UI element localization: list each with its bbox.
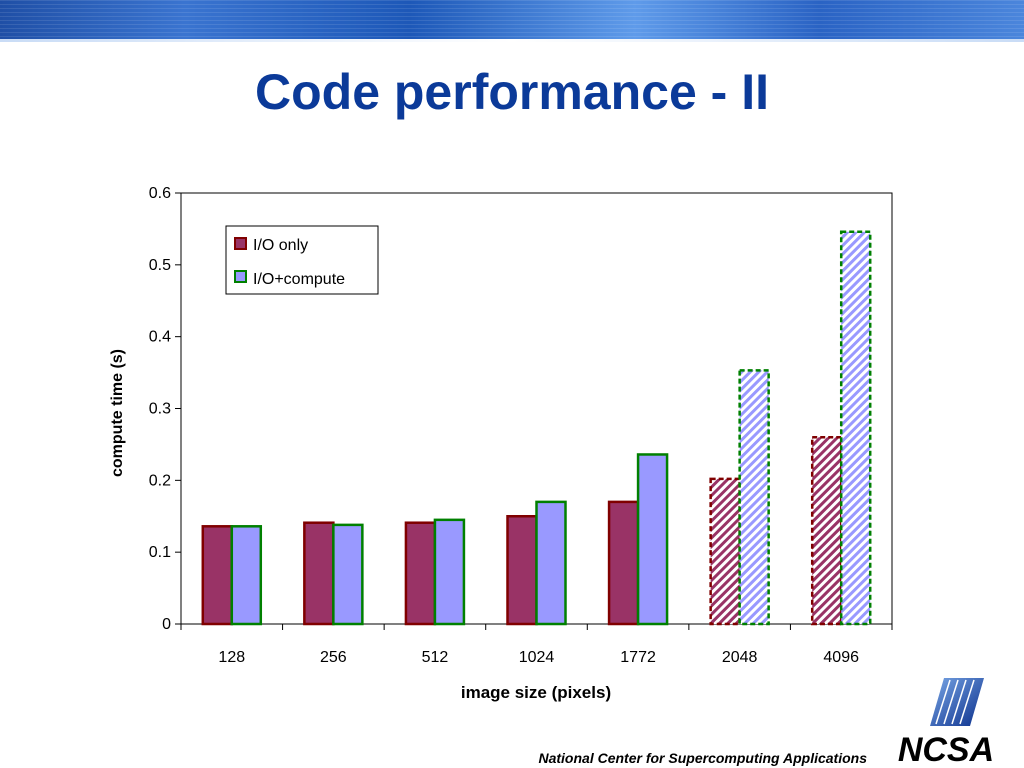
x-tick-label: 2048 xyxy=(722,649,758,666)
x-tick-label: 1772 xyxy=(620,649,656,666)
legend-label-io-compute: I/O+compute xyxy=(253,271,345,288)
x-tick-label: 4096 xyxy=(823,649,859,666)
y-tick-label: 0.1 xyxy=(149,544,171,561)
bar-io-compute-2048 xyxy=(738,369,770,626)
bar-io-compute-512 xyxy=(433,518,466,626)
y-tick-label: 0.3 xyxy=(149,401,171,418)
y-tick-label: 0 xyxy=(162,616,171,633)
y-tick-label: 0.6 xyxy=(149,185,171,202)
bar-io-compute-256 xyxy=(332,523,364,626)
y-tick-label: 0.4 xyxy=(149,329,171,346)
x-tick-label: 1024 xyxy=(519,649,555,666)
legend-label-io-only: I/O only xyxy=(253,237,308,254)
bar-io-compute-4096 xyxy=(839,230,872,626)
bar-io-only-128 xyxy=(201,525,234,626)
x-tick-label: 128 xyxy=(218,649,245,666)
bar-io-compute-1024 xyxy=(535,500,567,626)
bar-io-only-2048 xyxy=(709,477,741,626)
legend-swatch-io-only xyxy=(234,237,247,250)
footer-text: National Center for Supercomputing Appli… xyxy=(538,750,867,766)
y-axis-title: compute time (s) xyxy=(109,349,126,477)
y-tick-label: 0.5 xyxy=(149,257,171,274)
logo-text: NCSA xyxy=(898,731,994,764)
y-tick-label: 0.2 xyxy=(149,472,171,489)
top-banner xyxy=(0,0,1024,42)
page-title: Code performance - II xyxy=(255,64,769,120)
legend-box xyxy=(225,225,379,295)
bar-io-only-4096 xyxy=(810,435,843,626)
bar-io-compute-128 xyxy=(230,525,263,626)
x-axis-title: image size (pixels) xyxy=(461,683,611,702)
tick-labels: 0 0.1 0.2 0.3 0.4 0.5 0.6 128 256 512 1024 1772 2048… xyxy=(149,185,859,666)
bar-io-only-256 xyxy=(303,521,335,626)
ncsa-logo: NCSA xyxy=(898,678,994,764)
bar-io-only-1024 xyxy=(506,515,538,626)
x-tick-label: 256 xyxy=(320,649,347,666)
bar-io-compute-1772 xyxy=(636,453,669,626)
bars xyxy=(201,230,872,626)
bar-io-only-512 xyxy=(404,521,437,626)
bar-io-only-1772 xyxy=(607,500,640,626)
legend: I/O only I/O+compute xyxy=(225,225,379,295)
x-tick-label: 512 xyxy=(422,649,449,666)
logo-emblem-icon xyxy=(930,678,984,726)
legend-swatch-io-compute xyxy=(234,270,247,283)
